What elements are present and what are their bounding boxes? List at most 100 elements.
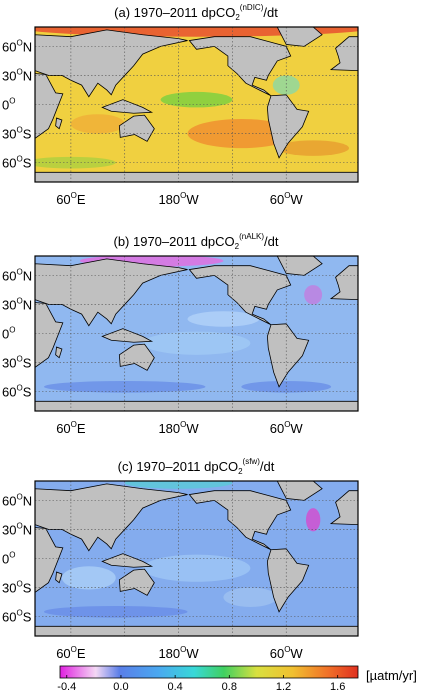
lon-number: 60 — [270, 421, 284, 436]
lat-number: 0 — [2, 98, 9, 113]
lon-hemisphere: E — [77, 421, 86, 436]
panel-title: (a) 1970–2011 dpCO2(nDIC)/dt — [114, 3, 278, 22]
land — [118, 114, 155, 142]
ocean-pattern — [272, 75, 300, 95]
lon-label: 60OW — [270, 191, 304, 207]
lon-number: 60 — [56, 421, 70, 436]
colorbar-tick-label: -0.4 — [57, 681, 76, 693]
lon-hemisphere: W — [290, 192, 303, 207]
lat-number: 30 — [2, 522, 16, 537]
ocean-pattern — [187, 311, 260, 327]
lat-label: 60OS — [2, 155, 32, 171]
degree-mark: O — [180, 191, 186, 200]
title-tail: /dt — [263, 5, 278, 20]
ocean-pattern — [43, 605, 188, 618]
lat-hemisphere: S — [23, 356, 32, 371]
land — [276, 27, 323, 47]
title-subscript: 2 — [235, 242, 240, 251]
lat-label: 30ON — [2, 296, 32, 312]
lat-label: 0O — [2, 326, 15, 342]
lat-label: 30OS — [2, 355, 32, 371]
lat-label: 60ON — [2, 492, 32, 508]
lon-number: 180 — [158, 421, 180, 436]
lon-number: 60 — [270, 646, 284, 661]
lat-label: 60OS — [2, 609, 32, 625]
lat-hemisphere: S — [23, 581, 32, 596]
lat-hemisphere: N — [23, 297, 32, 312]
map — [35, 27, 358, 182]
lon-label: 180OW — [158, 420, 199, 436]
land — [266, 548, 310, 613]
land — [35, 258, 188, 327]
colorbar-tick-label: 0.4 — [167, 681, 182, 693]
lat-label: 30ON — [2, 521, 32, 537]
degree-mark: O — [284, 645, 290, 654]
lon-number: 180 — [158, 192, 180, 207]
lat-hemisphere: S — [23, 156, 32, 171]
land — [35, 302, 64, 368]
map-frame — [34, 255, 359, 412]
colorbar-tick-label: 1.2 — [276, 681, 291, 693]
lat-label: 0O — [2, 97, 15, 113]
land — [276, 481, 323, 501]
degree-mark: O — [9, 551, 15, 560]
lon-number: 180 — [158, 646, 180, 661]
title-superscript: (nALK) — [239, 232, 264, 241]
degree-mark: O — [16, 126, 22, 135]
lon-label: 180OW — [158, 645, 199, 661]
map-frame — [34, 480, 359, 637]
lat-number: 60 — [2, 39, 16, 54]
lat-hemisphere: N — [23, 268, 32, 283]
degree-mark: O — [16, 67, 22, 76]
lon-label: 60OE — [56, 191, 86, 207]
title-text: (c) 1970–2011 dpCO — [118, 459, 238, 474]
title-subscript: 2 — [235, 13, 240, 22]
land — [118, 343, 155, 371]
lon-label: 60OE — [56, 420, 86, 436]
lat-number: 0 — [2, 327, 9, 342]
lon-label: 60OW — [270, 420, 304, 436]
lat-number: 60 — [2, 493, 16, 508]
lat-hemisphere: N — [23, 493, 32, 508]
degree-mark: O — [180, 420, 186, 429]
lat-number: 60 — [2, 610, 16, 625]
lat-label: 60OS — [2, 384, 32, 400]
map — [35, 256, 358, 411]
lat-number: 30 — [2, 68, 16, 83]
land — [266, 94, 310, 159]
lat-hemisphere: S — [23, 610, 32, 625]
land — [35, 527, 64, 593]
lon-hemisphere: E — [77, 646, 86, 661]
ocean-pattern — [124, 481, 233, 489]
land — [118, 568, 155, 596]
degree-mark: O — [16, 609, 22, 618]
degree-mark: O — [16, 38, 22, 47]
lat-number: 30 — [2, 127, 16, 142]
lat-number: 60 — [2, 385, 16, 400]
colorbar-tick-label: 0.8 — [222, 681, 237, 693]
land — [101, 328, 154, 343]
degree-mark: O — [16, 155, 22, 164]
lat-hemisphere: S — [23, 385, 32, 400]
ocean-pattern — [142, 554, 251, 582]
lat-hemisphere: S — [23, 127, 32, 142]
land — [55, 346, 63, 359]
map — [35, 481, 358, 636]
land — [329, 490, 358, 525]
lat-hemisphere: N — [23, 39, 32, 54]
ocean-pattern — [304, 285, 323, 305]
lon-number: 60 — [56, 646, 70, 661]
colorbar-unit: [µatm/yr] — [366, 668, 417, 683]
lat-label: 0O — [2, 551, 15, 567]
colorbar — [59, 665, 359, 679]
land — [266, 323, 310, 388]
ocean-pattern — [223, 587, 278, 607]
lon-hemisphere: W — [186, 421, 199, 436]
ocean-pattern — [187, 119, 296, 149]
lat-number: 60 — [2, 156, 16, 171]
ocean-pattern — [305, 508, 321, 532]
lon-hemisphere: E — [77, 192, 86, 207]
lon-number: 60 — [270, 192, 284, 207]
land — [35, 625, 358, 636]
